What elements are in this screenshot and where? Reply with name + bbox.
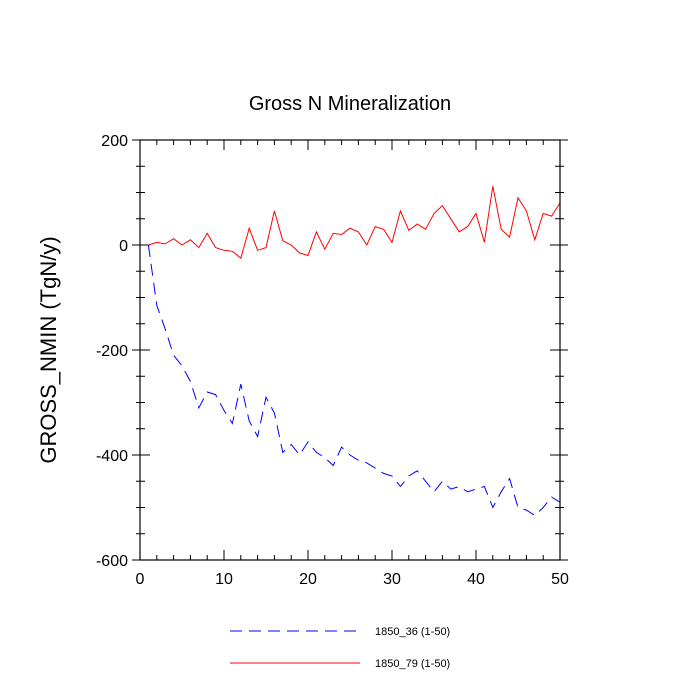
y-tick-label: -600 xyxy=(96,553,128,570)
y-tick-label: -400 xyxy=(96,448,128,465)
plot-frame xyxy=(139,139,561,561)
x-tick-label: 10 xyxy=(215,571,233,588)
y-tick-label: -200 xyxy=(96,343,128,360)
series-lines xyxy=(147,186,561,517)
y-tick-label: 200 xyxy=(101,133,128,150)
y-axis-label: GROSS_NMIN (TgN/y) xyxy=(36,236,61,463)
x-tick-label: 30 xyxy=(383,571,401,588)
series-line-1 xyxy=(147,244,561,517)
legend-label-2: 1850_79 (1-50) xyxy=(375,658,450,670)
x-tick-label: 40 xyxy=(467,571,485,588)
x-tick-label: 20 xyxy=(299,571,317,588)
axis-ticks xyxy=(132,139,568,561)
series-line-2 xyxy=(148,186,561,259)
x-tick-label: 50 xyxy=(551,571,569,588)
x-tick-label: 0 xyxy=(136,571,145,588)
axis-tick-labels: 0 10 20 30 40 50 200 0 -200 -400 -600 xyxy=(96,133,569,588)
legend: 1850_36 (1-50) 1850_79 (1-50) xyxy=(230,626,450,670)
y-tick-label: 0 xyxy=(119,238,128,255)
legend-label-1: 1850_36 (1-50) xyxy=(375,626,450,638)
chart-title: Gross N Mineralization xyxy=(249,93,451,115)
